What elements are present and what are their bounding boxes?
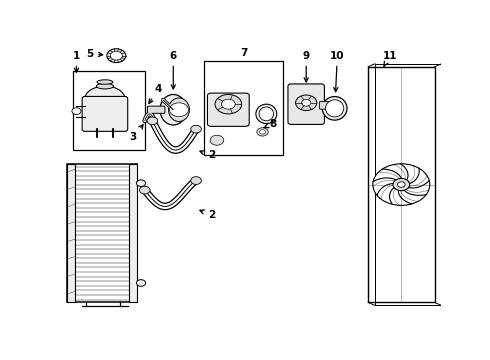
Circle shape — [260, 130, 266, 134]
Bar — [368, 67, 435, 302]
Circle shape — [257, 128, 268, 136]
Text: 7: 7 — [240, 48, 247, 58]
Circle shape — [397, 182, 405, 187]
Ellipse shape — [256, 104, 277, 123]
Circle shape — [373, 164, 430, 205]
Text: 8: 8 — [264, 118, 277, 129]
FancyBboxPatch shape — [207, 93, 249, 126]
Bar — [375, 64, 441, 305]
FancyBboxPatch shape — [319, 102, 331, 109]
Circle shape — [295, 95, 317, 111]
Text: 2: 2 — [200, 150, 215, 161]
Circle shape — [191, 177, 201, 184]
Circle shape — [191, 125, 201, 133]
Circle shape — [210, 135, 224, 145]
Bar — [67, 164, 137, 302]
Circle shape — [107, 49, 126, 63]
Bar — [67, 164, 75, 302]
Circle shape — [147, 117, 158, 125]
Circle shape — [140, 186, 150, 194]
Text: 4: 4 — [149, 84, 162, 103]
Circle shape — [110, 51, 122, 60]
Ellipse shape — [160, 94, 187, 125]
Bar — [129, 164, 137, 302]
Ellipse shape — [97, 80, 113, 84]
Text: 9: 9 — [303, 51, 310, 82]
Text: 5: 5 — [86, 49, 103, 59]
Text: 3: 3 — [130, 125, 143, 143]
Ellipse shape — [322, 96, 347, 120]
Circle shape — [136, 180, 146, 186]
FancyBboxPatch shape — [288, 84, 324, 125]
Ellipse shape — [169, 98, 190, 122]
Circle shape — [302, 99, 311, 106]
Bar — [204, 61, 283, 156]
Text: 6: 6 — [170, 51, 177, 89]
Text: 10: 10 — [330, 51, 344, 92]
Circle shape — [393, 179, 410, 191]
Circle shape — [72, 108, 81, 114]
Ellipse shape — [97, 84, 114, 89]
Ellipse shape — [325, 100, 344, 117]
Circle shape — [221, 99, 235, 109]
Ellipse shape — [259, 107, 273, 121]
Ellipse shape — [85, 86, 125, 111]
FancyBboxPatch shape — [82, 96, 128, 131]
Text: 11: 11 — [383, 51, 397, 66]
Circle shape — [215, 94, 242, 114]
Bar — [73, 71, 145, 150]
Circle shape — [170, 103, 189, 117]
FancyBboxPatch shape — [147, 106, 165, 113]
Text: 1: 1 — [73, 51, 80, 72]
Circle shape — [136, 280, 146, 286]
Text: 2: 2 — [200, 210, 215, 220]
